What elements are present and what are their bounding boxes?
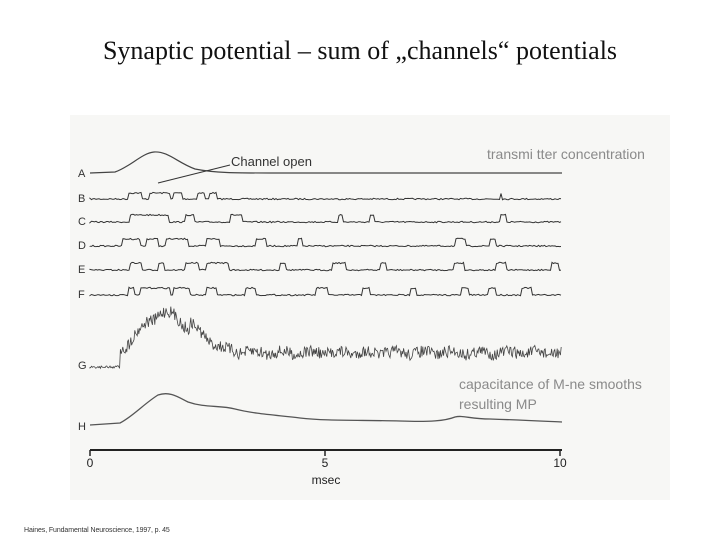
source-citation: Haines, Fundamental Neuroscience, 1997, … [24,527,170,534]
channel-recordings-figure: A B C D E F G H Channel open transmi tte… [70,115,670,500]
time-axis-title: msec [312,473,341,487]
time-axis-label-5: 5 [322,456,329,470]
trace-label-d: D [78,240,86,252]
trace-e-channel [89,261,562,272]
trace-label-h: H [78,421,86,433]
trace-c-channel [89,213,562,224]
trace-label-b: B [78,193,85,205]
trace-g-summed-potential [89,306,562,370]
time-axis-label-10: 10 [553,456,567,470]
trace-f-channel [89,286,562,297]
trace-h-smoothed-potential [89,393,563,426]
time-axis-label-0: 0 [87,456,94,470]
trace-label-e: E [78,264,85,276]
trace-b-channel [89,191,562,201]
trace-label-g: G [78,360,87,372]
trace-d-channel [89,237,562,248]
transmitter-concentration-note: transmi tter concentration [487,146,645,162]
trace-label-a: A [78,168,86,180]
trace-label-f: F [78,289,85,301]
slide-title: Synaptic potential – sum of „channels“ p… [102,36,618,65]
figure-canvas: A B C D E F G H Channel open transmi tte… [78,146,645,487]
capacitance-note-line1: capacitance of M-ne smooths [459,376,642,392]
channel-open-label: Channel open [231,154,312,169]
capacitance-note-line2: resulting MP [459,396,537,412]
channel-open-pointer [157,164,231,184]
trace-label-c: C [78,216,86,228]
trace-a-transmitter [89,151,562,174]
